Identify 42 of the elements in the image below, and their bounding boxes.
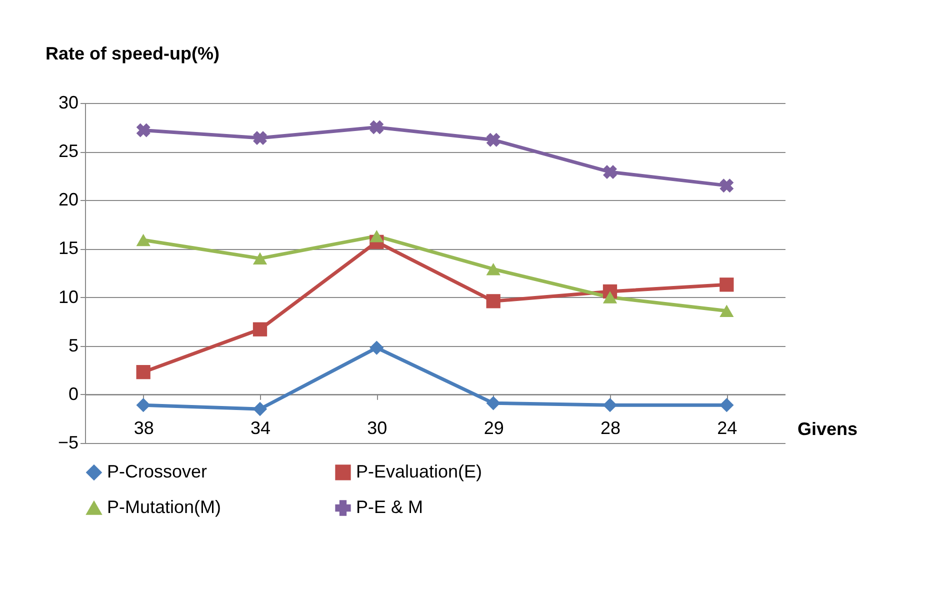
x-tick-label: 28 <box>600 418 621 438</box>
y-tick-label: 30 <box>58 92 78 112</box>
legend-label: P-Evaluation(E) <box>356 461 482 482</box>
legend-label: P-E & M <box>356 497 424 517</box>
y-tick-label: 10 <box>58 286 78 307</box>
point <box>486 396 500 410</box>
point <box>602 398 618 412</box>
y-tick-label: 25 <box>58 141 78 162</box>
y-axis-title: Rate of speed-up(%) <box>46 44 220 64</box>
y-tick-label: 5 <box>68 335 78 356</box>
point <box>370 120 384 134</box>
y-tick-label: 0 <box>68 384 78 404</box>
point <box>136 365 150 380</box>
point <box>136 398 150 412</box>
y-tick-label: −5 <box>58 432 78 452</box>
x-tick-label: 30 <box>367 418 388 438</box>
x-tick-label: 24 <box>717 418 738 438</box>
point <box>720 398 734 412</box>
x-tick-label: 34 <box>250 418 271 438</box>
point <box>370 230 384 242</box>
point <box>720 304 734 318</box>
y-tick-label: 20 <box>58 190 78 210</box>
legend-label: P-Mutation(M) <box>107 497 222 517</box>
point <box>253 130 267 145</box>
point <box>136 234 150 246</box>
point <box>720 178 734 193</box>
point <box>252 252 268 265</box>
point <box>486 262 500 276</box>
point <box>252 322 268 336</box>
point <box>603 164 617 179</box>
legend-label: P-Crossover <box>107 461 208 482</box>
point <box>486 294 500 308</box>
point <box>486 132 500 147</box>
x-tick-label: 29 <box>484 418 504 438</box>
point <box>136 123 150 138</box>
x-tick-label: 38 <box>134 418 154 438</box>
x-axis-title: Givens <box>798 418 858 439</box>
point <box>252 402 268 416</box>
point <box>720 278 734 292</box>
point <box>602 291 618 304</box>
y-tick-label: 15 <box>58 238 78 258</box>
point <box>370 340 384 355</box>
